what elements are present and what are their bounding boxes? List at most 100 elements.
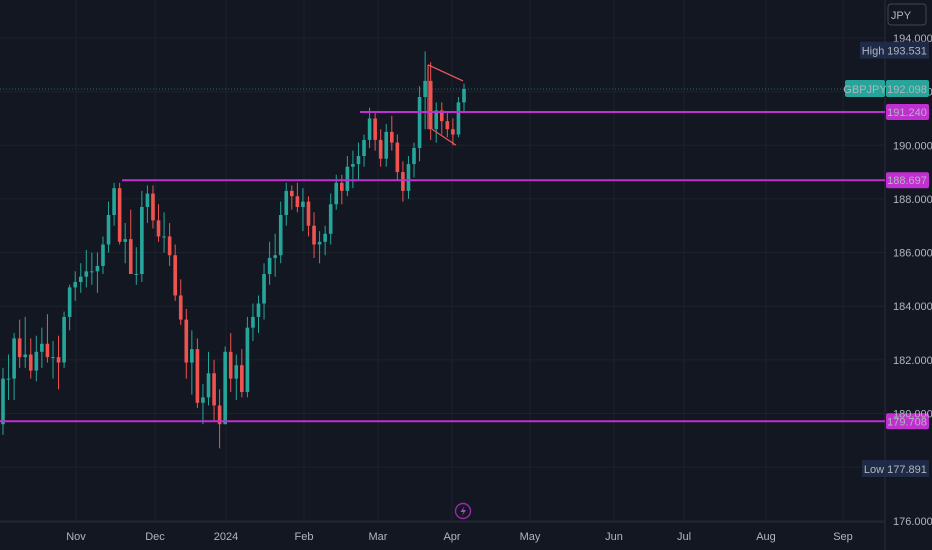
candle-body — [228, 351, 233, 379]
candle-body — [312, 225, 316, 245]
time-tick-label: Dec — [145, 531, 165, 543]
candle-body — [251, 316, 255, 328]
lightning-icon[interactable] — [454, 502, 472, 520]
level-price-text: 179.708 — [887, 416, 927, 428]
price-tick-label: 180.000 — [893, 408, 932, 420]
candle-body — [406, 164, 411, 191]
candle-body — [184, 319, 189, 363]
candle-body — [40, 343, 44, 352]
candle-body — [423, 80, 427, 98]
candle-body — [56, 357, 61, 363]
candle-body — [328, 204, 333, 234]
candle-body — [434, 110, 439, 130]
high-label: High — [862, 46, 885, 58]
candle-body — [295, 196, 300, 207]
candle-body — [373, 118, 377, 140]
time-tick-label: Feb — [295, 531, 314, 543]
candle-body — [317, 241, 322, 245]
candle-body — [73, 282, 78, 288]
time-tick-label: Jul — [677, 531, 691, 543]
candle-body — [384, 131, 389, 159]
candle-body — [140, 206, 144, 275]
candle-body — [445, 121, 450, 130]
candle-body — [273, 255, 277, 258]
candle-body — [190, 349, 194, 363]
wedge-lower-line[interactable] — [431, 128, 457, 146]
candle-body — [278, 215, 283, 256]
candle-body — [28, 354, 33, 371]
candle-body — [245, 327, 250, 393]
candle-body — [178, 295, 183, 320]
candle-body — [78, 276, 83, 283]
last-price-value: 192.098 — [887, 84, 927, 96]
time-tick-label: 2024 — [214, 531, 238, 543]
candle-body — [117, 188, 122, 242]
candle-body — [256, 303, 261, 317]
level-price-label — [886, 104, 929, 121]
candle-body — [201, 397, 205, 403]
price-tick-label: 188.000 — [893, 194, 932, 206]
candle-body — [217, 405, 222, 425]
candle-body — [123, 239, 127, 242]
time-tick-label: May — [520, 531, 541, 543]
candle-body — [351, 164, 355, 167]
time-tick-label: Jun — [605, 531, 623, 543]
level-price-text: 191.240 — [887, 107, 927, 119]
candle-body — [95, 265, 100, 272]
time-tick-label: Nov — [66, 531, 86, 543]
level-price-text: 188.697 — [887, 175, 927, 187]
candle-body — [17, 338, 22, 358]
candle-body — [428, 80, 433, 130]
candle-body — [301, 201, 305, 207]
price-tick-label: 182.000 — [893, 355, 932, 367]
candle-body — [395, 142, 400, 173]
candle-body — [128, 239, 133, 275]
candle-body — [267, 257, 272, 275]
candle-body — [284, 190, 289, 216]
candle-body — [290, 190, 294, 197]
candle-body — [84, 271, 89, 277]
time-tick-label: Mar — [369, 531, 388, 543]
candle-body — [306, 201, 311, 226]
time-tick-label: Aug — [756, 531, 776, 543]
candle-body — [62, 316, 66, 363]
candle-body — [162, 236, 166, 238]
price-tick-label: 184.000 — [893, 301, 932, 313]
time-tick-label: Apr — [443, 531, 460, 543]
candle-body — [106, 215, 111, 245]
currency-button[interactable] — [887, 3, 927, 26]
high-value: 193.531 — [887, 46, 927, 58]
candle-body — [345, 166, 350, 191]
candle-body — [456, 102, 461, 135]
candle-body — [262, 274, 266, 304]
candle-body — [112, 188, 116, 216]
price-tick-label: 186.000 — [893, 248, 932, 260]
candle-body — [356, 156, 361, 165]
candle-body — [1, 378, 5, 425]
candle-body — [101, 244, 105, 266]
candle-body — [412, 147, 416, 165]
candle-body — [34, 351, 39, 371]
lightning-bolt-icon — [460, 506, 466, 517]
last-price-tag — [886, 80, 929, 98]
time-tick-label: Sep — [833, 531, 853, 543]
candle-body — [12, 338, 16, 379]
currency-button-label: JPY — [891, 10, 912, 22]
low-value-tag — [886, 460, 929, 477]
candle-body — [195, 349, 200, 403]
candle-body — [145, 193, 150, 207]
candle-body — [173, 255, 177, 296]
candle-body — [439, 110, 444, 122]
candle-body — [151, 193, 155, 221]
candle-body — [389, 131, 394, 143]
candle-body — [167, 236, 172, 256]
candle-body — [6, 378, 11, 380]
level-price-label — [886, 413, 929, 430]
wedge-upper-line[interactable] — [427, 64, 464, 82]
candle-body — [417, 97, 422, 148]
candle-body — [67, 287, 72, 317]
candle-body — [401, 172, 405, 191]
candle-body — [462, 88, 466, 103]
